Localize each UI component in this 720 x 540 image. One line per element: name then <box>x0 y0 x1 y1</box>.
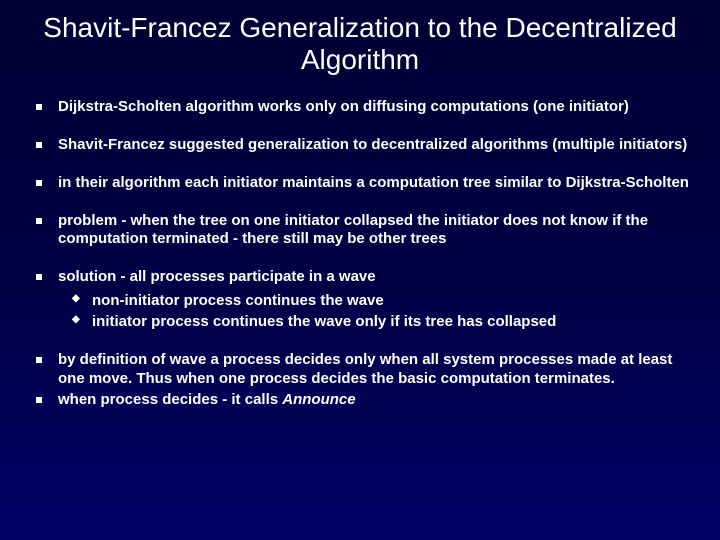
bullet-list: Dijkstra-Scholten algorithm works only o… <box>28 98 692 410</box>
bullet-text: solution - all processes participate in … <box>58 268 376 285</box>
bullet-item: by definition of wave a process decides … <box>32 351 692 389</box>
sub-bullet-list: non-initiator process continues the wave… <box>58 291 692 332</box>
bullet-item: in their algorithm each initiator mainta… <box>32 174 692 193</box>
bullet-item: problem - when the tree on one initiator… <box>32 212 692 250</box>
bullet-item: Shavit-Francez suggested generalization … <box>32 136 692 155</box>
slide-title: Shavit-Francez Generalization to the Dec… <box>28 12 692 76</box>
bullet-item: when process decides - it calls Announce <box>32 391 692 410</box>
bullet-item: solution - all processes participate in … <box>32 268 692 332</box>
bullet-text: when process decides - it calls <box>58 391 282 408</box>
sub-bullet-item: initiator process continues the wave onl… <box>70 312 692 332</box>
bullet-item: Dijkstra-Scholten algorithm works only o… <box>32 98 692 117</box>
bullet-text-italic: Announce <box>282 391 355 408</box>
sub-bullet-item: non-initiator process continues the wave <box>70 291 692 311</box>
